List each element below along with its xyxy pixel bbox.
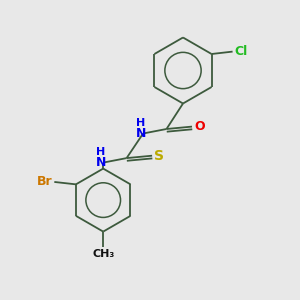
Text: N: N [96, 156, 106, 169]
Text: H: H [136, 118, 146, 128]
Text: Cl: Cl [235, 45, 248, 58]
Text: N: N [136, 127, 146, 140]
Text: Br: Br [37, 176, 52, 188]
Text: H: H [97, 147, 106, 157]
Text: S: S [154, 149, 164, 163]
Text: CH₃: CH₃ [92, 249, 114, 259]
Text: O: O [194, 120, 205, 133]
